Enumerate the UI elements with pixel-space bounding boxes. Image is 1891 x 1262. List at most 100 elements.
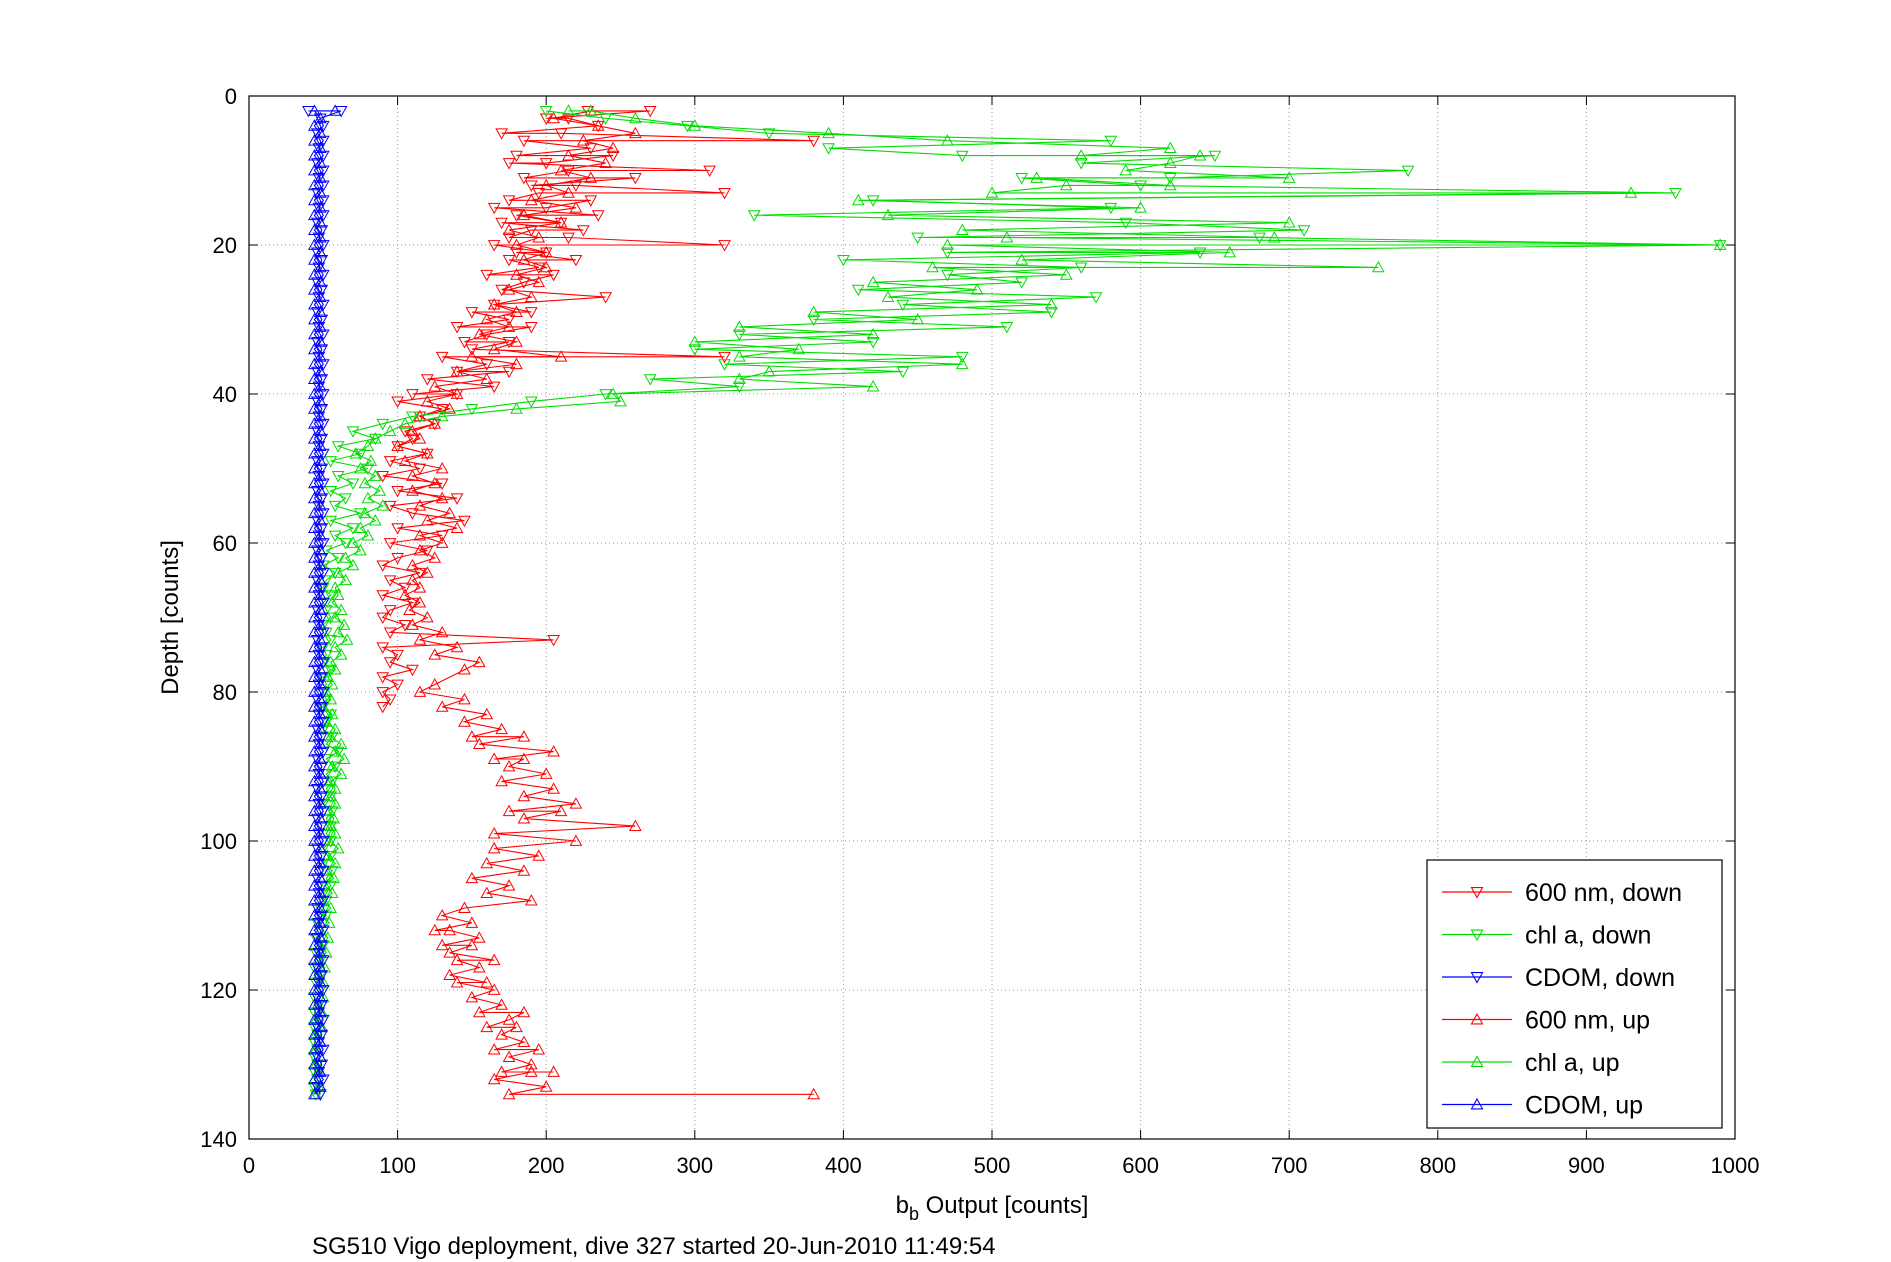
data-point [376, 642, 390, 654]
data-point [851, 193, 865, 206]
data-point [502, 366, 516, 379]
data-point [313, 722, 327, 735]
data-point [376, 499, 390, 511]
data-point [606, 141, 620, 154]
data-point [458, 336, 471, 349]
data-point [368, 514, 382, 526]
y-axis: 0 20 40 60 80 100 120 140 [200, 84, 1735, 1152]
data-point [487, 827, 501, 839]
data-point [510, 305, 523, 317]
legend-label: chl a, up [1525, 1049, 1620, 1077]
data-point [316, 299, 330, 312]
data-point [316, 210, 330, 222]
data-point [315, 880, 329, 893]
data-point [315, 582, 329, 595]
data-point [688, 344, 702, 356]
data-point [443, 923, 456, 936]
data-point [308, 312, 321, 325]
data-point [495, 1065, 508, 1077]
legend-item: chl a, up [1442, 1049, 1620, 1077]
data-point [480, 269, 494, 282]
data-point [510, 150, 523, 163]
x-tick-label: 300 [676, 1153, 713, 1178]
data-point [450, 365, 464, 377]
data-point [1045, 307, 1058, 319]
data-point [450, 493, 464, 505]
data-point [328, 856, 342, 869]
data-point [420, 545, 434, 557]
data-point [361, 529, 375, 541]
data-point [569, 201, 583, 213]
data-point [324, 634, 338, 647]
data-point [308, 1013, 321, 1025]
data-point [328, 567, 342, 580]
data-point [435, 461, 449, 474]
data-point [413, 633, 427, 645]
data-point [316, 120, 330, 133]
data-point [1015, 277, 1029, 289]
data-point [313, 335, 327, 347]
data-point [324, 709, 338, 721]
data-point [313, 648, 327, 660]
legend-label: chl a, down [1525, 922, 1651, 950]
data-point [539, 1080, 553, 1092]
data-point [354, 543, 367, 556]
data-point [1119, 163, 1133, 176]
data-point [524, 894, 538, 906]
data-point [413, 581, 427, 593]
data-point [1059, 268, 1073, 280]
data-point [339, 551, 352, 563]
data-point [465, 916, 479, 928]
data-point [313, 365, 327, 377]
data-point [313, 469, 327, 481]
data-point [495, 217, 508, 230]
legend-item: CDOM, down [1442, 964, 1675, 992]
data-point [1134, 201, 1147, 213]
data-point [480, 1020, 494, 1033]
x-axis-label-rest: Output [counts] [919, 1192, 1088, 1219]
data-point [383, 424, 397, 437]
data-point [376, 560, 390, 572]
data-point [337, 752, 351, 764]
data-point [313, 663, 327, 675]
data-point [308, 283, 321, 295]
data-point [1104, 135, 1118, 148]
data-point [376, 418, 390, 431]
data-point [629, 819, 642, 831]
data-point [308, 357, 321, 370]
data-point [822, 143, 835, 155]
data-point [532, 262, 546, 274]
data-point [851, 284, 865, 297]
data-point [308, 238, 321, 250]
data-point [435, 938, 449, 951]
y-tick-label: 20 [213, 233, 237, 258]
data-point [1669, 187, 1682, 200]
data-point [584, 104, 598, 116]
data-point [328, 500, 342, 513]
data-point [328, 797, 342, 809]
data-point [313, 141, 327, 154]
x-tick-label: 0 [243, 1153, 255, 1178]
data-point [428, 417, 442, 429]
data-point [591, 210, 605, 222]
data-point [308, 402, 321, 414]
data-point [316, 716, 330, 729]
data-point [368, 433, 382, 446]
data-point [428, 380, 442, 392]
data-point [1282, 216, 1296, 228]
data-point [985, 186, 999, 198]
data-point [313, 1020, 327, 1033]
data-point [599, 156, 612, 168]
data-point [465, 350, 479, 362]
data-point [315, 1059, 329, 1072]
data-point [313, 558, 327, 571]
data-point [941, 238, 954, 250]
data-point [428, 648, 442, 660]
data-point [315, 851, 329, 863]
legend-label: 600 nm, down [1525, 879, 1682, 907]
data-point [328, 722, 342, 735]
data-point [313, 707, 327, 720]
data-point [308, 715, 321, 727]
data-point [465, 938, 479, 951]
data-point [510, 357, 523, 370]
